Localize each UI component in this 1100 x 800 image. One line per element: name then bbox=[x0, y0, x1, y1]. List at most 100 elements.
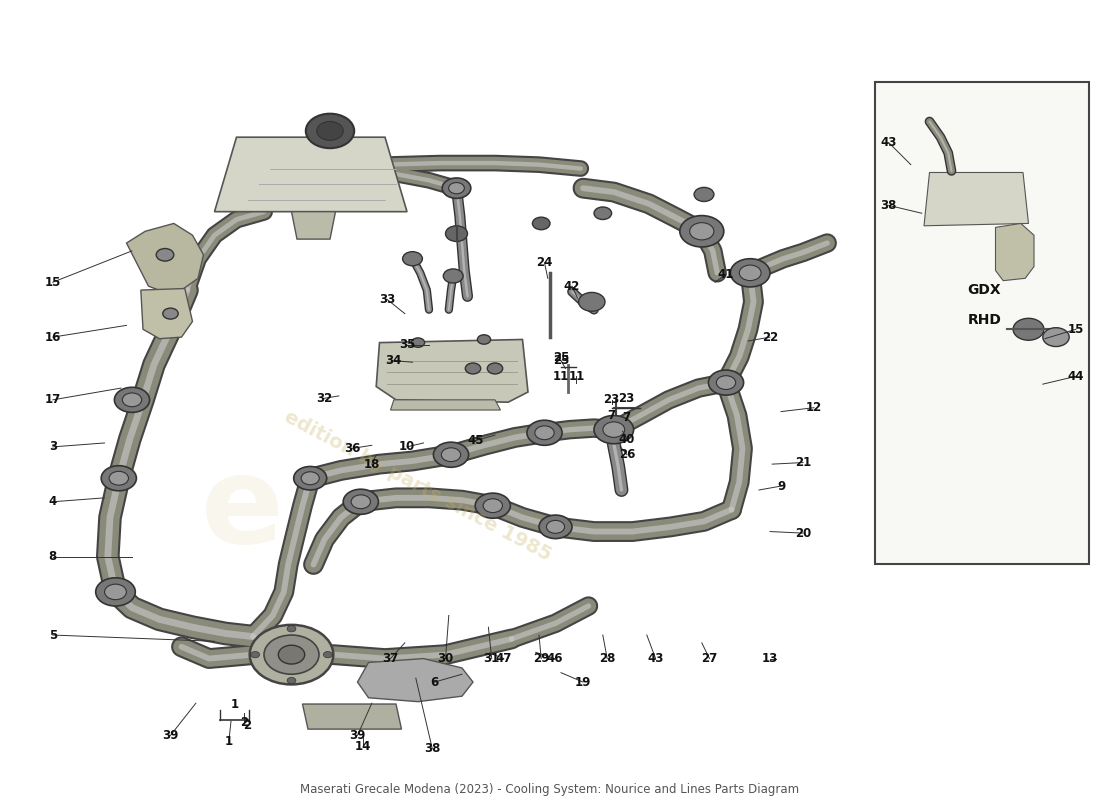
Circle shape bbox=[433, 442, 469, 467]
Circle shape bbox=[96, 578, 135, 606]
Text: 47: 47 bbox=[496, 652, 512, 665]
Text: 43: 43 bbox=[881, 136, 896, 149]
Circle shape bbox=[465, 363, 481, 374]
Bar bbox=[874, 82, 1089, 565]
Circle shape bbox=[443, 269, 463, 283]
Text: 24: 24 bbox=[537, 256, 552, 269]
Circle shape bbox=[250, 625, 333, 685]
Text: 19: 19 bbox=[575, 675, 591, 689]
Circle shape bbox=[730, 258, 770, 287]
Text: 5: 5 bbox=[48, 629, 57, 642]
Text: 4: 4 bbox=[48, 495, 57, 508]
Polygon shape bbox=[292, 212, 336, 239]
Polygon shape bbox=[358, 658, 473, 702]
Text: 28: 28 bbox=[600, 652, 615, 665]
Text: 25: 25 bbox=[553, 351, 569, 364]
Text: 3: 3 bbox=[48, 440, 57, 454]
Text: 1: 1 bbox=[230, 698, 239, 710]
Circle shape bbox=[1043, 328, 1069, 346]
Circle shape bbox=[532, 217, 550, 230]
Circle shape bbox=[708, 370, 744, 395]
Circle shape bbox=[603, 422, 625, 438]
Text: 9: 9 bbox=[777, 479, 785, 493]
Circle shape bbox=[739, 265, 761, 281]
Text: 13: 13 bbox=[762, 652, 778, 665]
Circle shape bbox=[680, 215, 724, 247]
Polygon shape bbox=[126, 223, 204, 292]
Text: 25: 25 bbox=[553, 354, 569, 367]
Circle shape bbox=[716, 376, 736, 390]
Text: 14: 14 bbox=[355, 740, 371, 753]
Circle shape bbox=[109, 471, 129, 485]
Text: GDX: GDX bbox=[968, 283, 1001, 297]
Text: 31: 31 bbox=[484, 652, 499, 665]
Text: 26: 26 bbox=[619, 448, 635, 462]
Circle shape bbox=[483, 498, 503, 513]
Circle shape bbox=[251, 651, 260, 658]
Circle shape bbox=[351, 495, 371, 509]
Text: 46: 46 bbox=[546, 652, 562, 665]
Polygon shape bbox=[376, 339, 528, 402]
Circle shape bbox=[278, 646, 305, 664]
Text: 41: 41 bbox=[718, 268, 734, 281]
Text: 40: 40 bbox=[619, 433, 635, 446]
Text: 10: 10 bbox=[399, 440, 415, 454]
Circle shape bbox=[441, 448, 461, 462]
Polygon shape bbox=[141, 289, 192, 338]
Text: 43: 43 bbox=[648, 652, 663, 665]
Text: 39: 39 bbox=[163, 729, 178, 742]
Text: 39: 39 bbox=[350, 729, 365, 742]
Circle shape bbox=[156, 249, 174, 261]
Circle shape bbox=[104, 584, 126, 600]
Circle shape bbox=[449, 182, 464, 194]
Circle shape bbox=[579, 293, 605, 311]
Circle shape bbox=[343, 490, 378, 514]
Circle shape bbox=[594, 415, 634, 444]
Polygon shape bbox=[302, 704, 402, 729]
Circle shape bbox=[114, 387, 150, 412]
Circle shape bbox=[446, 226, 468, 242]
Text: Maserati Grecale Modena (2023) - Cooling System: Nourice and Lines Parts Diagram: Maserati Grecale Modena (2023) - Cooling… bbox=[300, 783, 800, 796]
Text: 21: 21 bbox=[795, 456, 811, 469]
Circle shape bbox=[287, 626, 296, 632]
Circle shape bbox=[403, 252, 422, 266]
Circle shape bbox=[1013, 318, 1044, 340]
Circle shape bbox=[301, 472, 319, 485]
Text: 23: 23 bbox=[618, 392, 634, 405]
Text: 20: 20 bbox=[795, 526, 811, 540]
Text: 18: 18 bbox=[364, 458, 380, 470]
Text: 7: 7 bbox=[607, 409, 616, 422]
Text: 38: 38 bbox=[881, 199, 896, 212]
Circle shape bbox=[539, 515, 572, 538]
Text: 15: 15 bbox=[1068, 322, 1084, 336]
Text: 27: 27 bbox=[702, 652, 717, 665]
Circle shape bbox=[487, 363, 503, 374]
Polygon shape bbox=[996, 223, 1034, 281]
Text: 22: 22 bbox=[762, 330, 778, 344]
Text: 34: 34 bbox=[386, 354, 402, 367]
Text: 7: 7 bbox=[621, 410, 630, 423]
Circle shape bbox=[442, 178, 471, 198]
Text: edition by parts since 1985: edition by parts since 1985 bbox=[282, 407, 554, 565]
Circle shape bbox=[287, 678, 296, 684]
Text: 30: 30 bbox=[438, 652, 453, 665]
Text: 45: 45 bbox=[466, 434, 484, 447]
Text: 16: 16 bbox=[45, 330, 60, 344]
Text: 12: 12 bbox=[806, 401, 822, 414]
Text: 36: 36 bbox=[344, 442, 360, 455]
Circle shape bbox=[122, 393, 142, 406]
Circle shape bbox=[475, 493, 510, 518]
Text: 29: 29 bbox=[534, 652, 549, 665]
Circle shape bbox=[477, 334, 491, 344]
Circle shape bbox=[323, 651, 332, 658]
Text: 42: 42 bbox=[564, 280, 580, 293]
Polygon shape bbox=[390, 400, 501, 410]
Text: 2: 2 bbox=[240, 715, 249, 729]
Circle shape bbox=[535, 426, 554, 440]
Text: 17: 17 bbox=[45, 394, 60, 406]
Circle shape bbox=[317, 122, 343, 140]
Text: 35: 35 bbox=[399, 338, 415, 351]
Circle shape bbox=[594, 207, 612, 219]
Text: 15: 15 bbox=[45, 276, 60, 289]
Circle shape bbox=[527, 420, 562, 446]
